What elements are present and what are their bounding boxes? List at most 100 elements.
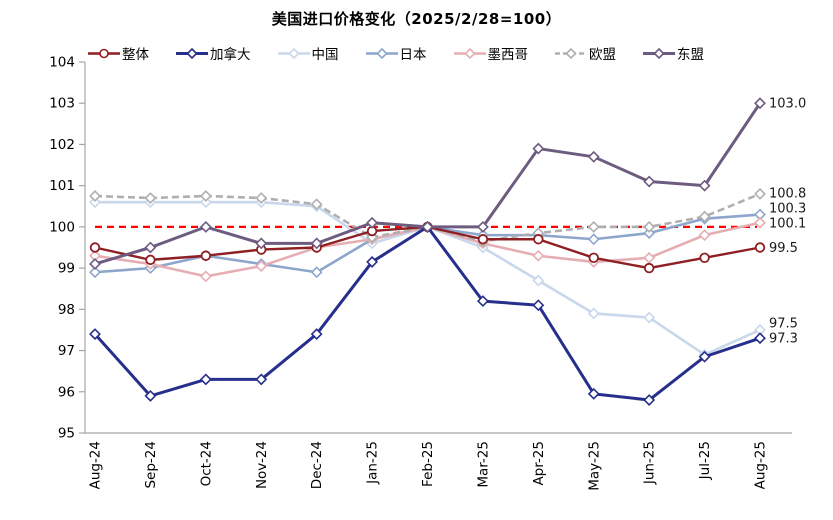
data-point-asean bbox=[144, 241, 157, 254]
data-point-eu bbox=[89, 190, 101, 202]
legend-swatch-asean bbox=[643, 47, 675, 59]
data-point-canada bbox=[532, 299, 545, 312]
x-tick-label: May-25 bbox=[586, 441, 602, 491]
data-point-asean bbox=[199, 220, 212, 233]
x-tick-label: Feb-25 bbox=[420, 441, 436, 487]
legend: 整体 加拿大 中国 日本 墨西哥 欧盟 东盟 bbox=[88, 43, 704, 63]
legend-label-asean: 东盟 bbox=[677, 47, 704, 63]
x-tick-label: Aug-25 bbox=[753, 441, 769, 489]
data-point-japan bbox=[587, 233, 600, 246]
data-point-mexico bbox=[255, 260, 268, 272]
data-point-canada bbox=[89, 328, 101, 340]
y-tick-label: 102 bbox=[49, 137, 75, 153]
series-line-asean bbox=[94, 102, 762, 266]
data-point-mexico bbox=[698, 229, 711, 242]
legend-item-overall: 整体 bbox=[88, 43, 149, 63]
y-tick-label: 96 bbox=[58, 384, 75, 400]
data-point-eu bbox=[366, 231, 379, 244]
data-point-overall bbox=[754, 242, 766, 253]
data-point-asean bbox=[89, 258, 101, 270]
x-tick-label: Aug-24 bbox=[88, 441, 104, 489]
data-point-asean bbox=[587, 150, 600, 163]
end-label-canada: 97.3 bbox=[769, 332, 798, 347]
end-label-japan: 100.3 bbox=[769, 201, 806, 216]
x-tick-label: Mar-25 bbox=[475, 441, 491, 488]
legend-swatch-eu bbox=[555, 47, 587, 59]
legend-swatch-overall bbox=[88, 48, 120, 58]
data-point-eu bbox=[587, 220, 600, 233]
legend-label-overall: 整体 bbox=[122, 47, 149, 63]
y-tick-label: 95 bbox=[58, 426, 75, 442]
data-point-overall bbox=[533, 234, 544, 245]
data-point-japan bbox=[310, 266, 323, 279]
legend-label-canada: 加拿大 bbox=[210, 47, 251, 63]
y-tick-label: 98 bbox=[58, 302, 75, 318]
data-point-overall bbox=[643, 262, 655, 274]
data-point-mexico bbox=[199, 270, 212, 283]
data-point-overall bbox=[588, 252, 599, 264]
x-tick-label: Nov-24 bbox=[254, 441, 270, 489]
data-point-canada bbox=[754, 332, 766, 345]
data-point-canada bbox=[144, 389, 157, 402]
legend-swatch-canada bbox=[176, 47, 208, 59]
chart-title: 美国进口价格变化（2025/2/28=100） bbox=[271, 10, 562, 28]
data-point-eu bbox=[698, 210, 711, 223]
data-point-japan bbox=[89, 266, 101, 279]
data-point-asean bbox=[310, 237, 323, 250]
legend-item-mexico: 墨西哥 bbox=[453, 43, 529, 63]
x-tick-label: Jul-25 bbox=[697, 441, 713, 480]
data-point-asean bbox=[255, 237, 268, 250]
data-point-asean bbox=[643, 175, 656, 188]
end-label-eu: 100.8 bbox=[769, 186, 806, 201]
legend-label-mexico: 墨西哥 bbox=[487, 47, 529, 63]
data-point-china bbox=[89, 196, 101, 209]
data-point-eu bbox=[643, 220, 656, 233]
x-tick-label: Jan-25 bbox=[365, 441, 381, 485]
data-point-china bbox=[643, 311, 656, 324]
legend-item-china: 中国 bbox=[277, 43, 339, 63]
y-tick-label: 101 bbox=[49, 178, 75, 194]
legend-marker-asean bbox=[653, 47, 665, 59]
data-point-mexico bbox=[754, 216, 766, 229]
data-point-canada bbox=[255, 373, 268, 386]
legend-marker-overall bbox=[99, 48, 109, 58]
data-point-eu bbox=[144, 192, 157, 204]
data-point-eu bbox=[199, 190, 212, 202]
end-label-asean: 103.0 bbox=[769, 97, 806, 112]
data-point-china bbox=[199, 196, 212, 209]
data-point-asean bbox=[754, 97, 766, 110]
data-point-mexico bbox=[532, 249, 545, 262]
legend-item-eu: 欧盟 bbox=[555, 43, 616, 63]
data-point-eu bbox=[754, 187, 766, 200]
data-point-china bbox=[532, 274, 545, 287]
y-tick-label: 100 bbox=[49, 219, 75, 235]
legend-label-eu: 欧盟 bbox=[589, 47, 616, 63]
data-point-japan bbox=[643, 227, 656, 240]
data-point-overall bbox=[477, 234, 489, 245]
data-point-canada bbox=[643, 394, 656, 406]
data-point-asean bbox=[421, 220, 434, 233]
data-point-overall bbox=[200, 250, 212, 261]
y-tick-label: 99 bbox=[58, 261, 75, 277]
data-point-asean bbox=[366, 216, 379, 229]
y-tick-label: 104 bbox=[49, 55, 75, 71]
data-point-asean bbox=[476, 220, 489, 233]
data-point-canada bbox=[366, 255, 379, 268]
x-tick-label: Apr-25 bbox=[531, 441, 547, 486]
y-tick-label: 97 bbox=[58, 343, 75, 359]
legend-swatch-japan bbox=[365, 47, 398, 59]
legend-marker-eu bbox=[565, 47, 577, 59]
data-point-mexico bbox=[643, 251, 656, 264]
data-point-eu bbox=[310, 198, 323, 211]
end-label-overall: 99.5 bbox=[769, 241, 798, 256]
legend-item-japan: 日本 bbox=[365, 43, 427, 63]
end-label-china: 97.5 bbox=[769, 317, 798, 332]
legend-item-asean: 东盟 bbox=[643, 43, 704, 63]
legend-swatch-mexico bbox=[453, 47, 486, 59]
legend-item-canada: 加拿大 bbox=[176, 43, 251, 63]
data-point-canada bbox=[587, 387, 600, 400]
legend-label-china: 中国 bbox=[311, 47, 339, 63]
x-tick-label: Sep-24 bbox=[143, 441, 159, 489]
